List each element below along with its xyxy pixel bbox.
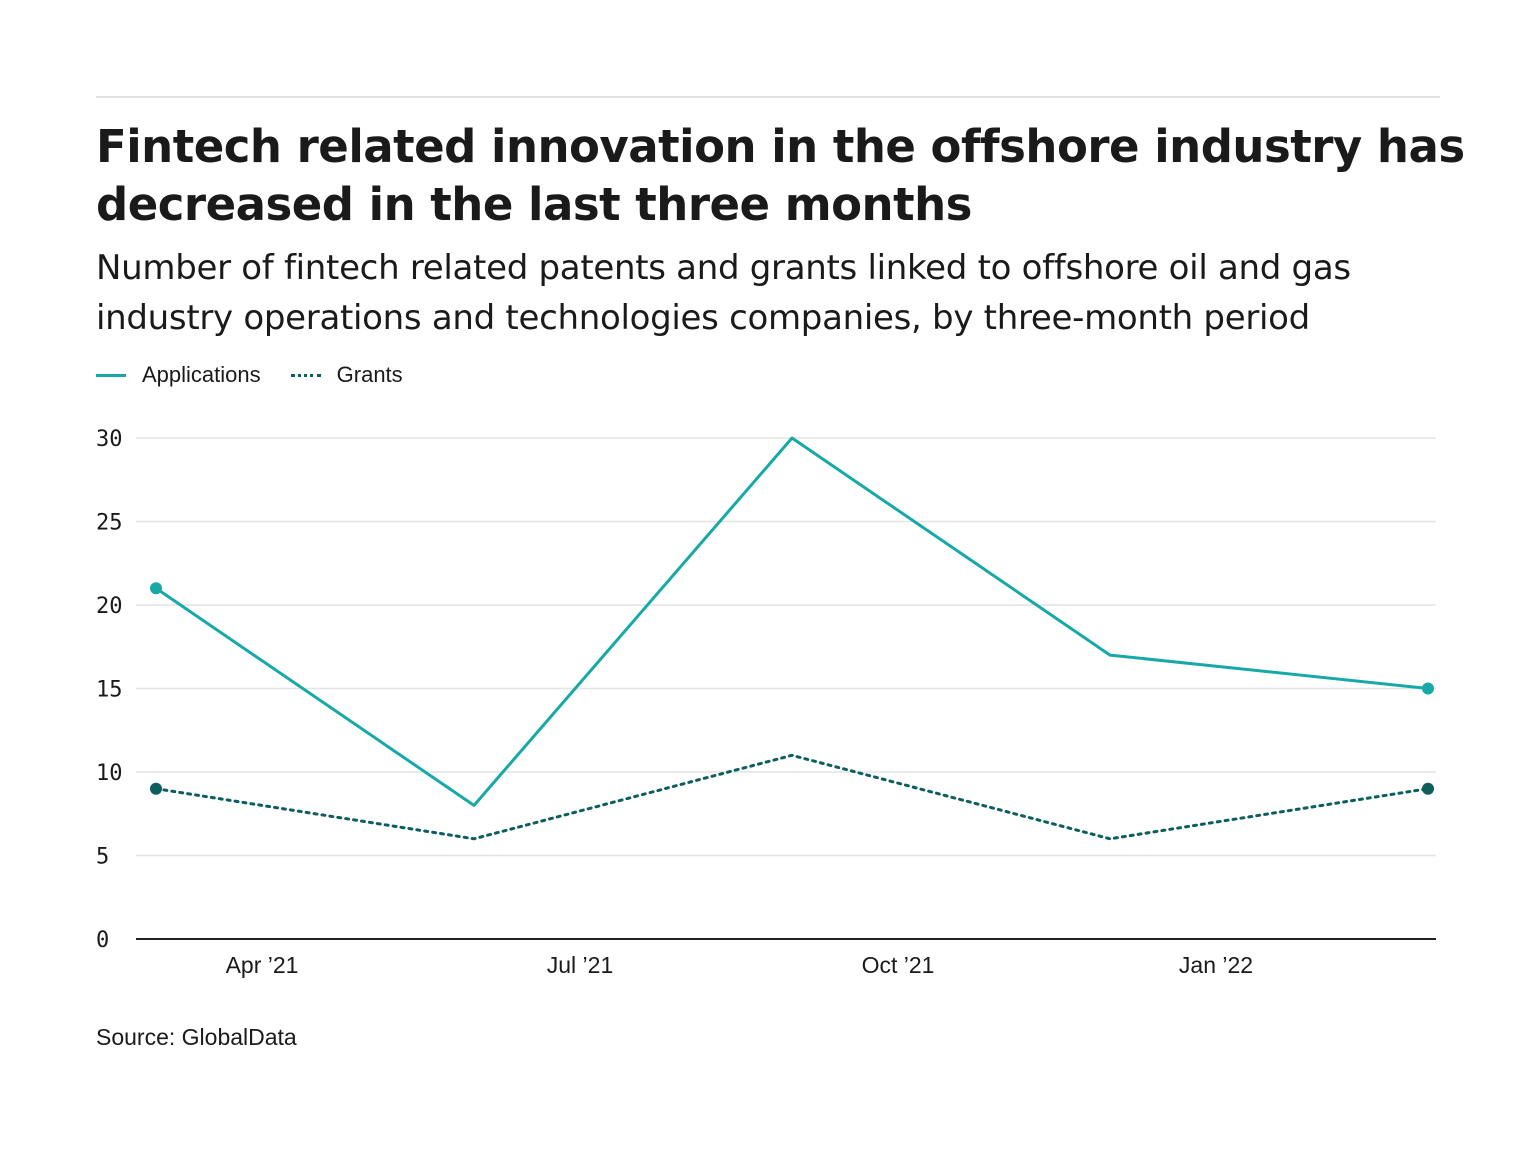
chart-subtitle: Number of fintech related patents and gr… — [96, 248, 1351, 338]
y-tick-label: 5 — [96, 845, 109, 870]
y-tick-label: 20 — [96, 594, 123, 619]
series-line-applications — [155, 436, 1429, 807]
legend-label-applications: Applications — [142, 362, 261, 387]
x-tick-label: Jul ’21 — [547, 952, 613, 978]
y-tick-label: 25 — [96, 511, 123, 536]
y-tick-label: 10 — [96, 761, 123, 786]
top-rule — [96, 96, 1440, 98]
legend-swatch-applications — [96, 373, 126, 377]
data-point-grants — [1422, 782, 1434, 795]
x-tick-label: Oct ’21 — [862, 952, 935, 978]
legend-swatch-grants — [290, 373, 321, 377]
legend: Applications Grants — [96, 362, 433, 388]
source-note: Source: GlobalData — [96, 1024, 297, 1050]
data-point-applications — [150, 582, 162, 595]
y-tick-label: 0 — [96, 928, 109, 953]
chart-title: Fintech related innovation in the offsho… — [96, 120, 1465, 231]
y-tick-label: 30 — [96, 427, 123, 452]
x-tick-label: Jan ’22 — [1179, 952, 1253, 978]
legend-label-grants: Grants — [336, 362, 403, 387]
x-tick-label: Apr ’21 — [226, 952, 299, 978]
series-line-grants — [154, 753, 1430, 841]
legend-item-grants: Grants — [290, 362, 403, 388]
y-tick-label: 15 — [96, 678, 123, 703]
data-point-applications — [1422, 682, 1434, 695]
legend-item-applications: Applications — [96, 362, 261, 388]
data-point-grants — [150, 782, 162, 795]
